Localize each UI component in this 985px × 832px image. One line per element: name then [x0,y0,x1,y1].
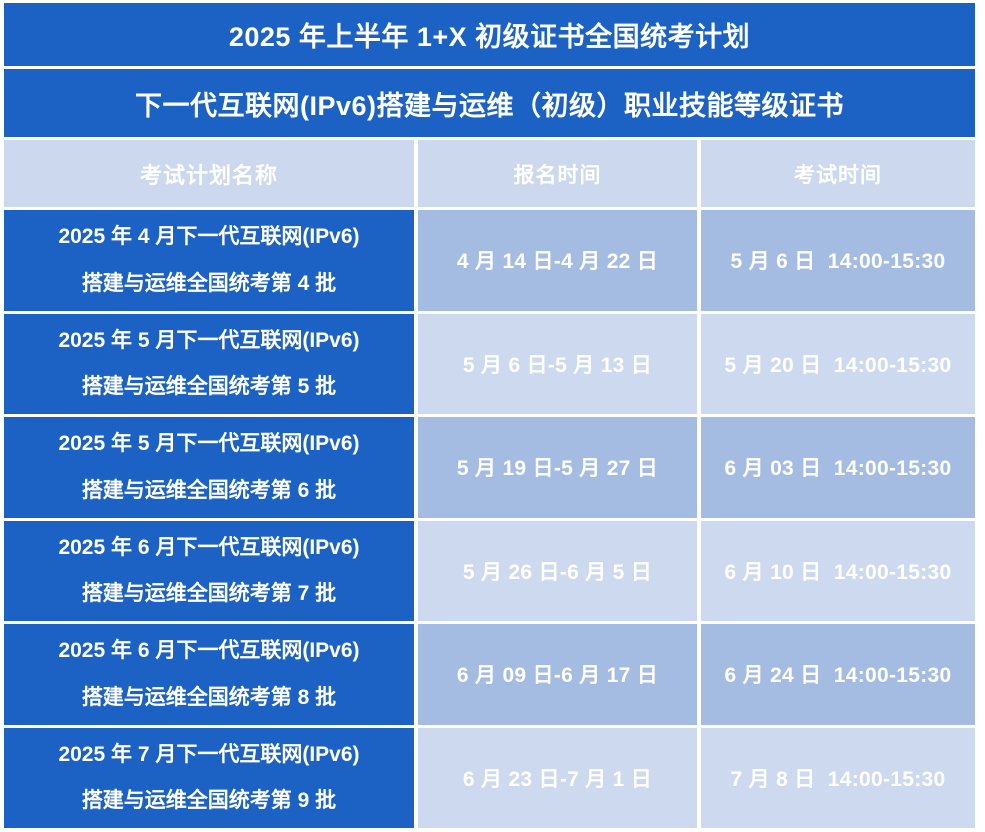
page-title: 2025 年上半年 1+X 初级证书全国统考计划 [4,3,975,66]
exam-time-cell: 6 月 03 日 14:00-15:30 [701,417,975,518]
exam-time-cell: 7 月 8 日 14:00-15:30 [701,727,975,828]
plan-name-line1: 2025 年 5 月下一代互联网(IPv6) [58,432,360,456]
plan-name-line2: 搭建与运维全国统考第 7 批 [81,582,337,606]
plan-name-line1: 2025 年 7 月下一代互联网(IPv6) [58,742,360,766]
plan-name-line1: 2025 年 6 月下一代互联网(IPv6) [58,639,360,663]
plan-name-line2: 搭建与运维全国统考第 8 批 [81,685,337,709]
plan-name-cell: 2025 年 6 月下一代互联网(IPv6) 搭建与运维全国统考第 7 批 [4,520,414,621]
plan-name-line2: 搭建与运维全国统考第 4 批 [81,271,337,295]
plan-name-line2: 搭建与运维全国统考第 6 批 [81,478,337,502]
column-header-exam-time: 考试时间 [701,140,975,207]
plan-name-cell: 2025 年 5 月下一代互联网(IPv6) 搭建与运维全国统考第 5 批 [4,313,414,414]
registration-time-cell: 6 月 09 日-6 月 17 日 [418,624,697,725]
registration-time-cell: 4 月 14 日-4 月 22 日 [418,210,697,311]
plan-name-cell: 2025 年 7 月下一代互联网(IPv6) 搭建与运维全国统考第 9 批 [4,727,414,828]
exam-time-cell: 5 月 6 日 14:00-15:30 [701,210,975,311]
plan-name-cell: 2025 年 4 月下一代互联网(IPv6) 搭建与运维全国统考第 4 批 [4,210,414,311]
column-header-registration-time: 报名时间 [418,140,697,207]
exam-time-cell: 6 月 24 日 14:00-15:30 [701,624,975,725]
plan-name-line1: 2025 年 4 月下一代互联网(IPv6) [58,225,360,249]
plan-name-line2: 搭建与运维全国统考第 9 批 [81,789,337,813]
plan-name-line1: 2025 年 6 月下一代互联网(IPv6) [58,535,360,559]
exam-time-cell: 5 月 20 日 14:00-15:30 [701,313,975,414]
exam-time-cell: 6 月 10 日 14:00-15:30 [701,520,975,621]
registration-time-cell: 5 月 19 日-5 月 27 日 [418,417,697,518]
plan-name-line2: 搭建与运维全国统考第 5 批 [81,375,337,399]
registration-time-cell: 5 月 6 日-5 月 13 日 [418,313,697,414]
plan-name-line1: 2025 年 5 月下一代互联网(IPv6) [58,328,360,352]
registration-time-cell: 6 月 23 日-7 月 1 日 [418,727,697,828]
column-header-plan-name: 考试计划名称 [4,140,414,207]
exam-schedule-table: 2025 年上半年 1+X 初级证书全国统考计划 下一代互联网(IPv6)搭建与… [4,3,975,828]
certificate-subtitle: 下一代互联网(IPv6)搭建与运维（初级）职业技能等级证书 [4,69,975,137]
plan-name-cell: 2025 年 6 月下一代互联网(IPv6) 搭建与运维全国统考第 8 批 [4,624,414,725]
registration-time-cell: 5 月 26 日-6 月 5 日 [418,520,697,621]
plan-name-cell: 2025 年 5 月下一代互联网(IPv6) 搭建与运维全国统考第 6 批 [4,417,414,518]
